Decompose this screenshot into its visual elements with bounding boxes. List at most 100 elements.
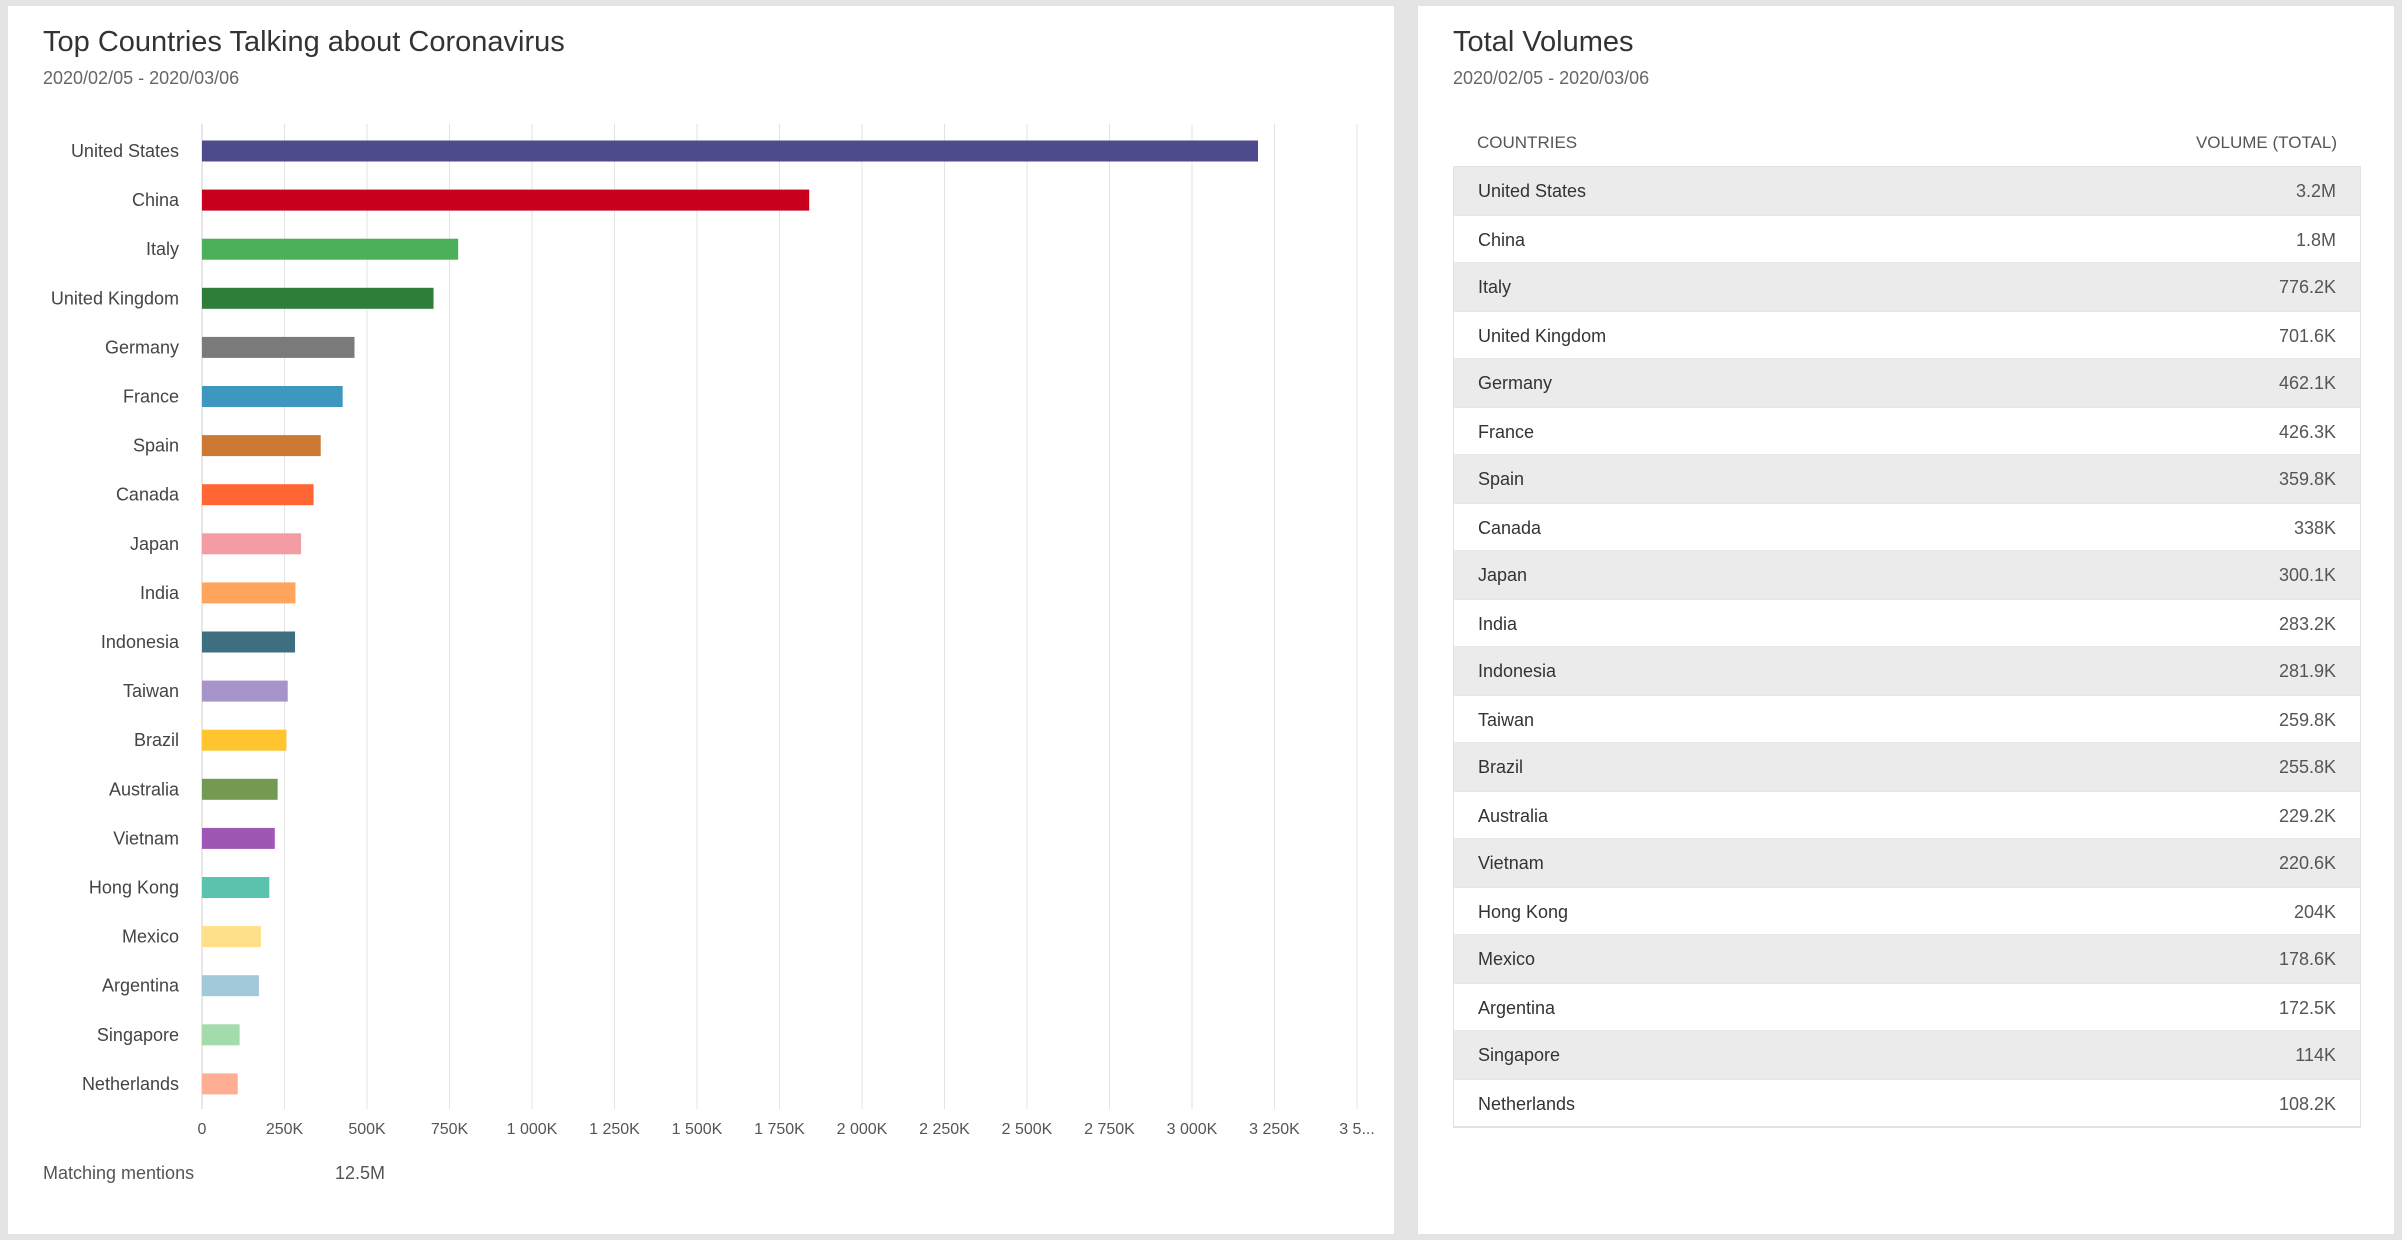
x-tick-label: 3 250K bbox=[1249, 1121, 1300, 1138]
category-label: Mexico bbox=[122, 927, 179, 947]
x-tick-label: 500K bbox=[348, 1121, 386, 1138]
table-row[interactable]: Mexico 178.6K bbox=[1454, 935, 2360, 983]
row-volume: 1.8M bbox=[2295, 230, 2336, 250]
row-volume: 108.2K bbox=[2278, 1094, 2336, 1114]
row-country: Japan bbox=[1478, 565, 1528, 585]
row-volume: 426.3K bbox=[2278, 422, 2336, 442]
x-tick-label: 250K bbox=[266, 1121, 304, 1138]
row-country: Netherlands bbox=[1478, 1094, 1576, 1114]
matching-mentions-label: Matching mentions bbox=[43, 1163, 195, 1183]
row-country: Germany bbox=[1478, 373, 1553, 393]
table-row[interactable]: Argentina 172.5K bbox=[1454, 983, 2360, 1031]
row-volume: 204K bbox=[2293, 902, 2336, 922]
row-country: Italy bbox=[1478, 277, 1512, 297]
category-label: Taiwan bbox=[123, 681, 179, 701]
row-volume: 359.8K bbox=[2278, 469, 2336, 489]
table-row[interactable]: Australia 229.2K bbox=[1454, 791, 2360, 839]
x-tick-label: 2 500K bbox=[1002, 1121, 1053, 1138]
chart-panel: Top Countries Talking about Coronavirus … bbox=[8, 6, 1394, 1234]
table-row[interactable]: China 1.8M bbox=[1454, 215, 2360, 263]
x-tick-label: 3 000K bbox=[1167, 1121, 1218, 1138]
bar bbox=[202, 877, 270, 898]
category-label: United States bbox=[71, 141, 179, 161]
category-label: Italy bbox=[146, 239, 179, 259]
bar bbox=[202, 189, 810, 211]
table-row[interactable]: Italy 776.2K bbox=[1454, 263, 2360, 311]
row-country: Spain bbox=[1478, 469, 1525, 489]
row-country: Australia bbox=[1478, 806, 1549, 826]
x-tick-label: 1 500K bbox=[672, 1121, 723, 1138]
category-label: Spain bbox=[133, 436, 179, 456]
table-row[interactable]: France 426.3K bbox=[1454, 407, 2360, 455]
table-row[interactable]: Brazil 255.8K bbox=[1454, 743, 2360, 791]
row-country: China bbox=[1478, 230, 1526, 250]
table-row[interactable]: Japan 300.1K bbox=[1454, 551, 2360, 599]
bar bbox=[202, 680, 288, 702]
bar bbox=[202, 778, 278, 800]
category-label: Germany bbox=[105, 337, 179, 357]
table-row[interactable]: Canada 338K bbox=[1454, 503, 2360, 551]
bar bbox=[202, 582, 296, 604]
volumes-table: COUNTRIES VOLUME (TOTAL) United States 3.… bbox=[1453, 118, 2361, 1128]
x-tick-label: 2 000K bbox=[837, 1121, 888, 1138]
bar bbox=[202, 1024, 240, 1046]
row-country: Canada bbox=[1478, 518, 1542, 538]
bar bbox=[202, 336, 355, 358]
table-row[interactable]: Indonesia 281.9K bbox=[1454, 647, 2360, 695]
category-label: Canada bbox=[116, 485, 180, 505]
table-row[interactable]: Taiwan 259.8K bbox=[1454, 695, 2360, 743]
row-volume: 300.1K bbox=[2278, 565, 2336, 585]
bar bbox=[202, 975, 259, 997]
row-volume: 283.2K bbox=[2278, 614, 2336, 634]
row-volume: 701.6K bbox=[2278, 326, 2336, 346]
bar bbox=[202, 926, 261, 948]
table-row[interactable]: Hong Kong 204K bbox=[1454, 887, 2360, 935]
bar bbox=[202, 238, 459, 260]
table-body: United States 3.2M China 1.8M Italy 776.2K Uni… bbox=[1453, 166, 2361, 1128]
column-header-volume[interactable]: VOLUME (TOTAL) bbox=[2195, 133, 2337, 152]
table-row[interactable]: India 283.2K bbox=[1454, 599, 2360, 647]
volumes-date-range: 2020/02/05 - 2020/03/06 bbox=[1453, 68, 1650, 88]
category-label: Vietnam bbox=[113, 828, 179, 848]
row-volume: 281.9K bbox=[2278, 661, 2336, 681]
bar bbox=[202, 631, 296, 653]
category-label: Netherlands bbox=[82, 1074, 179, 1094]
row-country: Hong Kong bbox=[1478, 902, 1569, 922]
x-tick-label: 2 250K bbox=[919, 1121, 970, 1138]
volumes-title: Total Volumes bbox=[1453, 26, 1634, 58]
row-country: Argentina bbox=[1478, 998, 1556, 1018]
row-country: Vietnam bbox=[1478, 853, 1544, 873]
row-volume: 178.6K bbox=[2278, 949, 2336, 969]
row-country: United Kingdom bbox=[1478, 326, 1607, 346]
category-label: China bbox=[132, 190, 180, 210]
category-label: Singapore bbox=[97, 1025, 179, 1045]
x-tick-label: 1 750K bbox=[754, 1121, 805, 1138]
x-tick-label: 0 bbox=[198, 1121, 207, 1138]
category-label: Brazil bbox=[134, 730, 179, 750]
bar-chart: 0 250K 500K 750K 1 000K 1 250K 1 500K 1 750K 2 0… bbox=[51, 124, 1375, 1138]
x-tick-label: 3 5... bbox=[1339, 1121, 1375, 1138]
table-row[interactable]: United States 3.2M bbox=[1454, 167, 2360, 215]
row-volume: 259.8K bbox=[2278, 710, 2336, 730]
row-volume: 229.2K bbox=[2278, 806, 2336, 826]
chart-title: Top Countries Talking about Coronavirus bbox=[43, 26, 565, 58]
table-row[interactable]: Spain 359.8K bbox=[1454, 455, 2360, 503]
category-label: United Kingdom bbox=[51, 288, 179, 308]
row-volume: 172.5K bbox=[2278, 998, 2336, 1018]
bar bbox=[202, 435, 321, 457]
table-row[interactable]: Singapore 114K bbox=[1454, 1031, 2360, 1079]
bar bbox=[202, 533, 302, 555]
row-volume: 3.2M bbox=[2295, 181, 2336, 201]
row-country: Mexico bbox=[1478, 949, 1536, 969]
category-label: Australia bbox=[109, 779, 180, 799]
table-row[interactable]: Netherlands 108.2K bbox=[1454, 1079, 2360, 1127]
category-label: Hong Kong bbox=[89, 878, 179, 898]
table-row[interactable]: United Kingdom 701.6K bbox=[1454, 311, 2360, 359]
bar bbox=[202, 484, 314, 506]
category-label: France bbox=[123, 387, 179, 407]
table-row[interactable]: Vietnam 220.6K bbox=[1454, 839, 2360, 887]
row-country: United States bbox=[1478, 181, 1587, 201]
table-row[interactable]: Germany 462.1K bbox=[1454, 359, 2360, 407]
column-header-countries[interactable]: COUNTRIES bbox=[1477, 133, 1578, 152]
x-tick-label: 1 000K bbox=[507, 1121, 558, 1138]
